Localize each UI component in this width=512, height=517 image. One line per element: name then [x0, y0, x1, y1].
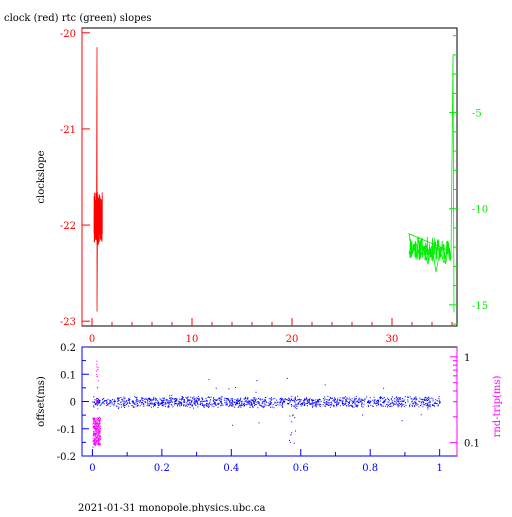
offset-left-tick-label: 0 — [70, 398, 76, 409]
offset-x-tick-label: 0 — [89, 463, 95, 474]
slopes-panel: -20 -21 -22 -23 clockslope -5 -10 -15 0 10 20 30 — [36, 27, 488, 345]
roundtrip-tick-label: 1 — [464, 353, 470, 364]
slopes-right-tick-label: -5 — [472, 109, 482, 120]
roundtrip-series — [92, 360, 101, 448]
offset-left-tick-label: 0.1 — [60, 370, 76, 381]
offset-y-axis-label: offset(ms) — [36, 376, 47, 427]
offset-x-tick-label: 0.2 — [154, 463, 170, 474]
clock-slope-series — [93, 47, 103, 312]
offset-left-tick-label: -0.2 — [57, 452, 76, 463]
slopes-left-tick-label: -23 — [60, 317, 76, 328]
roundtrip-axis-label: rnd-trip(ms) — [492, 375, 503, 437]
footer-text: 2021-01-31 monopole.physics.ubc.ca — [78, 503, 265, 512]
roundtrip-tick-label: 0.1 — [464, 439, 480, 450]
slopes-x-tick-label: 10 — [186, 334, 199, 345]
rtc-slope-series — [408, 54, 455, 313]
slopes-x-tick-label: 30 — [386, 334, 399, 345]
slopes-left-tick-label: -21 — [60, 125, 76, 136]
slopes-left-tick-label: -20 — [60, 29, 76, 40]
slopes-y-axis-label: clockslope — [36, 150, 47, 203]
offset-x-tick-label: 0.4 — [223, 463, 239, 474]
slopes-x-tick-label: 20 — [286, 334, 299, 345]
offset-x-tick-label: 0.6 — [293, 463, 309, 474]
offset-x-tick-label: 0.8 — [362, 463, 378, 474]
slopes-x-tick-label: 0 — [89, 334, 95, 345]
chart-title: clock (red) rtc (green) slopes — [4, 13, 152, 24]
offset-left-tick-label: 0.2 — [60, 343, 76, 354]
slopes-left-tick-label: -22 — [60, 221, 76, 232]
slopes-right-tick-label: -15 — [472, 301, 488, 312]
slopes-plot-frame — [81, 27, 458, 327]
offset-x-tick-label: 1 — [436, 463, 442, 474]
slopes-right-tick-label: -10 — [472, 205, 488, 216]
offset-series — [92, 377, 441, 444]
offset-panel: 0.2 0.1 0 -0.1 -0.2 offset(ms) 1 0.1 rnd-trip(ms… — [36, 343, 503, 474]
offset-left-tick-label: -0.1 — [57, 425, 76, 436]
